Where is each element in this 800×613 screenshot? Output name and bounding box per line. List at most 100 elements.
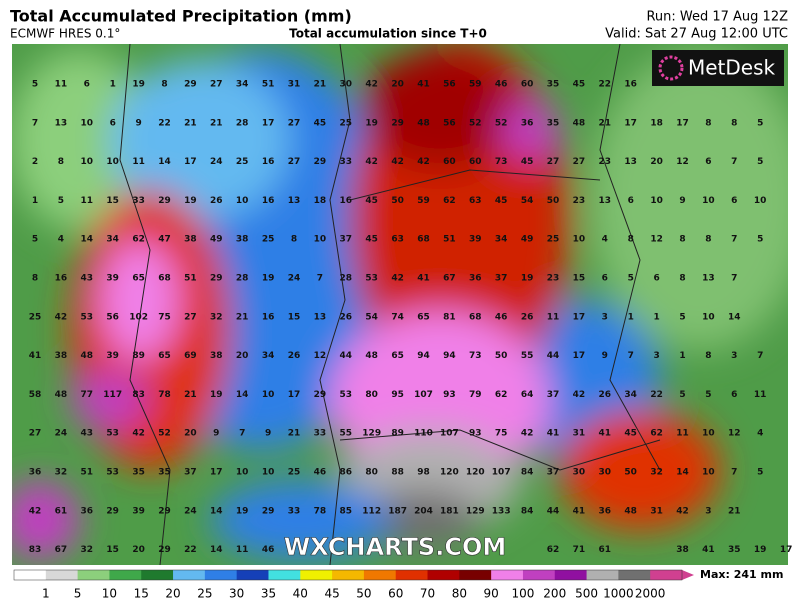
grid-value: 11 xyxy=(55,80,68,90)
grid-value: 37 xyxy=(340,235,353,245)
colorbar-label: 5 xyxy=(74,587,82,601)
grid-value: 20 xyxy=(132,545,145,555)
grid-value: 5 xyxy=(757,118,763,128)
grid-value: 49 xyxy=(210,235,223,245)
grid-value: 62 xyxy=(495,390,508,400)
colorbar-segment xyxy=(300,570,333,580)
grid-value: 2 xyxy=(32,157,38,167)
watermark: WXCHARTS.COM xyxy=(284,533,506,561)
grid-value: 89 xyxy=(391,429,404,439)
grid-value: 21 xyxy=(210,118,223,128)
grid-value: 41 xyxy=(573,506,586,516)
grid-value: 38 xyxy=(184,235,197,245)
grid-value: 30 xyxy=(340,80,353,90)
grid-value: 42 xyxy=(132,429,145,439)
grid-value: 17 xyxy=(573,312,586,322)
grid-value: 10 xyxy=(106,157,119,167)
grid-value: 6 xyxy=(731,390,737,400)
grid-value: 44 xyxy=(547,506,560,516)
grid-value: 17 xyxy=(676,118,689,128)
grid-value: 45 xyxy=(521,157,534,167)
grid-value: 36 xyxy=(469,274,482,284)
grid-value: 61 xyxy=(599,545,612,555)
grid-value: 34 xyxy=(495,235,508,245)
grid-value: 14 xyxy=(158,157,171,167)
grid-value: 48 xyxy=(55,390,68,400)
grid-value: 29 xyxy=(106,506,119,516)
grid-value: 42 xyxy=(573,390,586,400)
grid-value: 37 xyxy=(184,468,197,478)
grid-value: 10 xyxy=(81,118,94,128)
grid-value: 16 xyxy=(262,312,275,322)
grid-value: 60 xyxy=(521,80,534,90)
grid-value: 14 xyxy=(236,390,249,400)
grid-value: 16 xyxy=(624,80,637,90)
grid-value: 14 xyxy=(728,312,741,322)
grid-value: 6 xyxy=(653,274,659,284)
grid-value: 45 xyxy=(573,80,586,90)
grid-value: 11 xyxy=(547,312,560,322)
grid-value: 1 xyxy=(32,196,38,206)
grid-value: 10 xyxy=(314,235,327,245)
grid-value: 7 xyxy=(731,468,737,478)
grid-value: 46 xyxy=(262,545,275,555)
grid-value: 35 xyxy=(547,80,560,90)
colorbar-label: 35 xyxy=(261,587,276,601)
grid-value: 28 xyxy=(236,118,249,128)
colorbar-frame xyxy=(13,569,683,581)
grid-value: 1 xyxy=(110,80,116,90)
grid-value: 61 xyxy=(55,506,68,516)
grid-value: 34 xyxy=(106,235,119,245)
grid-value: 8 xyxy=(291,235,297,245)
colorbar-label: 70 xyxy=(420,587,435,601)
grid-value: 11 xyxy=(132,157,145,167)
grid-value: 12 xyxy=(728,429,741,439)
grid-value: 4 xyxy=(757,429,763,439)
grid-value: 18 xyxy=(314,196,327,206)
grid-value: 129 xyxy=(362,429,381,439)
grid-value: 10 xyxy=(573,235,586,245)
grid-value: 26 xyxy=(288,351,301,361)
grid-value: 45 xyxy=(495,196,508,206)
grid-value: 3 xyxy=(602,312,608,322)
colorbar-label: 80 xyxy=(452,587,467,601)
grid-value: 5 xyxy=(757,157,763,167)
grid-value: 71 xyxy=(573,545,586,555)
borders xyxy=(119,44,661,565)
colorbar-segment xyxy=(618,570,651,580)
grid-value: 181 xyxy=(440,506,459,516)
grid-value: 36 xyxy=(521,118,534,128)
grid-value: 58 xyxy=(29,390,42,400)
grid-value: 29 xyxy=(184,80,197,90)
grid-value: 9 xyxy=(602,351,608,361)
grid-value: 94 xyxy=(417,351,430,361)
grid-value: 22 xyxy=(650,390,663,400)
grid-value: 19 xyxy=(210,390,223,400)
grid-value: 14 xyxy=(676,468,689,478)
grid-value: 13 xyxy=(702,274,715,284)
grid-value: 20 xyxy=(184,429,197,439)
grid-value: 48 xyxy=(365,351,378,361)
grid-value: 19 xyxy=(521,274,534,284)
grid-value: 13 xyxy=(314,312,327,322)
grid-value: 17 xyxy=(573,351,586,361)
grid-value: 19 xyxy=(262,274,275,284)
colorbar-segment xyxy=(77,570,110,580)
grid-value: 8 xyxy=(731,118,737,128)
grid-value: 13 xyxy=(624,157,637,167)
grid-value: 45 xyxy=(365,196,378,206)
colorbar-segment xyxy=(109,570,142,580)
grid-value: 67 xyxy=(443,274,456,284)
colorbar-label: 60 xyxy=(388,587,403,601)
grid-value: 39 xyxy=(106,351,119,361)
grid-value: 36 xyxy=(599,506,612,516)
grid-value: 32 xyxy=(81,545,94,555)
grid-value: 41 xyxy=(599,429,612,439)
grid-value: 10 xyxy=(236,196,249,206)
grid-value: 8 xyxy=(705,235,711,245)
grid-value: 75 xyxy=(495,429,508,439)
grid-value: 42 xyxy=(55,312,68,322)
grid-value: 6 xyxy=(84,80,90,90)
grid-value: 120 xyxy=(440,468,459,478)
grid-value: 13 xyxy=(288,196,301,206)
